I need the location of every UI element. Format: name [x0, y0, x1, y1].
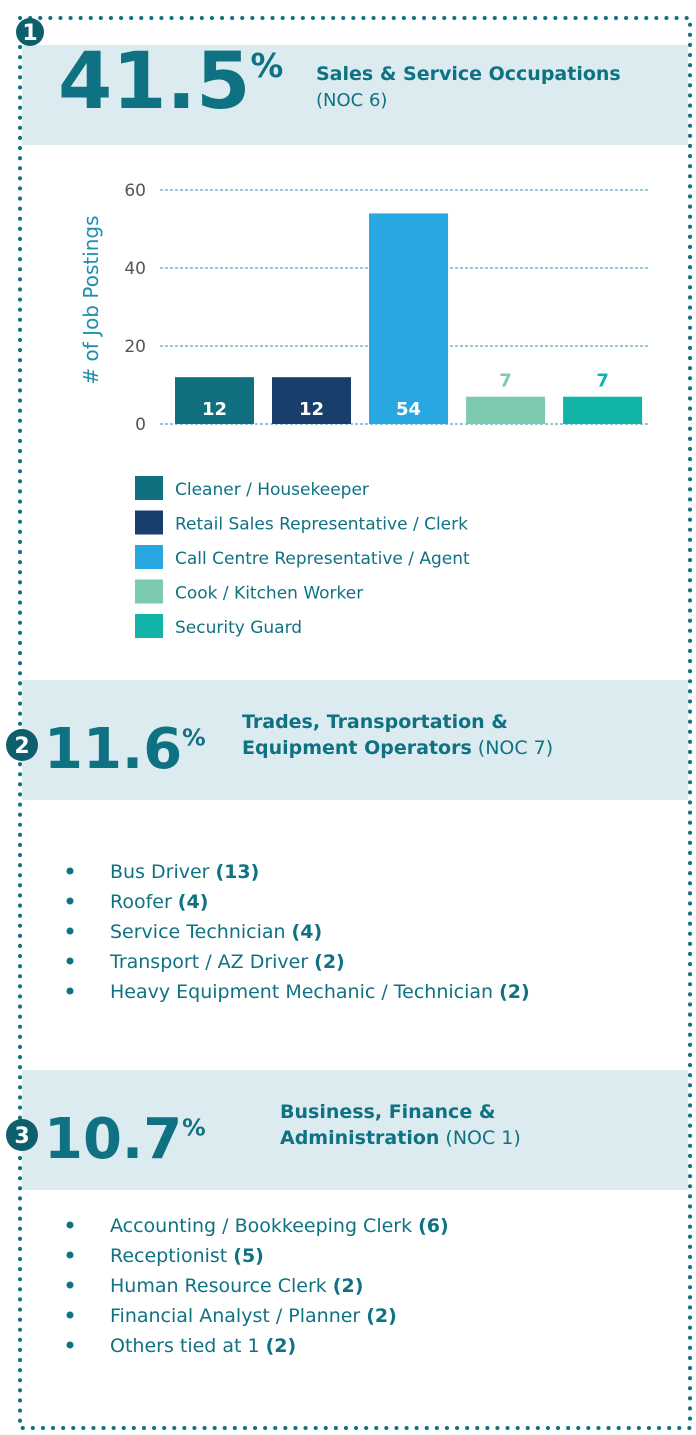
item-count: (2): [333, 1275, 364, 1297]
noc: (NOC 7): [478, 737, 553, 759]
y-tick-label: 60: [124, 181, 146, 201]
percent: 41.5%: [58, 37, 283, 127]
bar: [272, 377, 352, 424]
item-count: (4): [178, 891, 209, 913]
header-band: [22, 680, 688, 800]
percent: 10.7%: [44, 1107, 206, 1172]
item-name: Human Resource Clerk: [110, 1275, 327, 1297]
item-name: Heavy Equipment Mechanic / Technician: [110, 981, 493, 1003]
noc: (NOC 6): [316, 90, 387, 111]
bar-label: 7: [596, 371, 609, 392]
item-count: (2): [266, 1335, 297, 1357]
bullet: [66, 867, 74, 875]
noc: (NOC 1): [445, 1127, 520, 1149]
list-item: Transport / AZ Driver (2): [109, 951, 345, 973]
badge-number: 3: [14, 1124, 29, 1149]
bar-label: 7: [499, 371, 512, 392]
list-item: Service Technician (4): [110, 921, 322, 943]
section-title: Business, Finance &: [280, 1101, 495, 1123]
bar-label: 12: [299, 399, 324, 420]
bar: [175, 377, 254, 424]
bullet: [66, 987, 74, 995]
legend-label: Cleaner / Housekeeper: [175, 480, 369, 500]
legend-label: Retail Sales Representative / Clerk: [175, 515, 468, 535]
section-title: Administration (NOC 1): [280, 1127, 521, 1149]
header-band: [22, 45, 688, 145]
title-text: Equipment Operators: [242, 737, 472, 759]
list-item: Financial Analyst / Planner (2): [110, 1305, 397, 1327]
item-name: Bus Driver: [110, 861, 210, 883]
item-name: Financial Analyst / Planner: [110, 1305, 360, 1327]
bar: [563, 396, 643, 424]
title-text: Administration: [280, 1127, 439, 1149]
item-name: Service Technician: [110, 921, 286, 943]
badge-number: 2: [14, 734, 29, 759]
badge: [16, 18, 44, 46]
bullet: [66, 1311, 74, 1319]
item-count: (4): [292, 921, 323, 943]
bar-label: 54: [396, 399, 421, 420]
item-name: Accounting / Bookkeeping Clerk: [110, 1215, 412, 1237]
section-title: Sales & Service Occupations: [316, 63, 621, 85]
y-tick-label: 20: [124, 337, 146, 357]
list-item: Others tied at 1 (2): [110, 1335, 296, 1357]
y-tick-label: 0: [135, 415, 146, 435]
bullet: [66, 1221, 74, 1229]
legend-swatch: [135, 545, 163, 569]
percent-symbol: %: [182, 724, 206, 752]
bullet: [66, 957, 74, 965]
legend-swatch: [135, 510, 163, 535]
bullet: [66, 897, 74, 905]
list-item: Roofer (4): [110, 891, 208, 913]
percent-value: 10.7: [44, 1107, 182, 1172]
bullet: [66, 1251, 74, 1259]
header-band: [22, 1070, 688, 1190]
item-name: Receptionist: [110, 1245, 227, 1267]
bullet: [66, 1341, 74, 1349]
item-count: (6): [418, 1215, 449, 1237]
bar: [466, 396, 546, 424]
item-count: (2): [366, 1305, 397, 1327]
section-title: Trades, Transportation &: [242, 711, 508, 733]
badge: [6, 1119, 38, 1151]
section-title: Equipment Operators (NOC 7): [242, 737, 553, 759]
percent: 11.6%: [44, 717, 206, 782]
legend-swatch: [135, 476, 163, 500]
item-name: Roofer: [110, 891, 172, 913]
item-name: Transport / AZ Driver: [109, 951, 308, 973]
list-item: Heavy Equipment Mechanic / Technician (2): [110, 981, 530, 1003]
legend-swatch: [135, 614, 163, 638]
list-item: Human Resource Clerk (2): [110, 1275, 363, 1297]
y-tick-label: 40: [124, 259, 146, 279]
item-count: (5): [233, 1245, 264, 1267]
y-axis-label: # of Job Postings: [79, 215, 103, 384]
legend-label: Cook / Kitchen Worker: [175, 584, 363, 604]
item-count: (2): [499, 981, 530, 1003]
legend-swatch: [135, 579, 163, 604]
list-item: Accounting / Bookkeeping Clerk (6): [110, 1215, 449, 1237]
badge-number: 1: [22, 21, 37, 46]
dotted-border: [18, 16, 692, 1430]
item-name: Others tied at 1: [110, 1335, 260, 1357]
bullet: [66, 927, 74, 935]
item-count: (13): [215, 861, 259, 883]
percent-symbol: %: [182, 1114, 206, 1142]
percent-value: 11.6: [44, 717, 182, 782]
percent-value: 41.5: [58, 37, 250, 127]
bar: [369, 213, 449, 424]
list-item: Bus Driver (13): [110, 861, 259, 883]
bullet: [66, 1281, 74, 1289]
percent-symbol: %: [250, 47, 283, 85]
legend-label: Call Centre Representative / Agent: [175, 549, 470, 569]
badge: [6, 729, 38, 761]
list-item: Receptionist (5): [110, 1245, 264, 1267]
bar-label: 12: [202, 399, 227, 420]
item-count: (2): [314, 951, 345, 973]
legend-label: Security Guard: [175, 618, 302, 638]
